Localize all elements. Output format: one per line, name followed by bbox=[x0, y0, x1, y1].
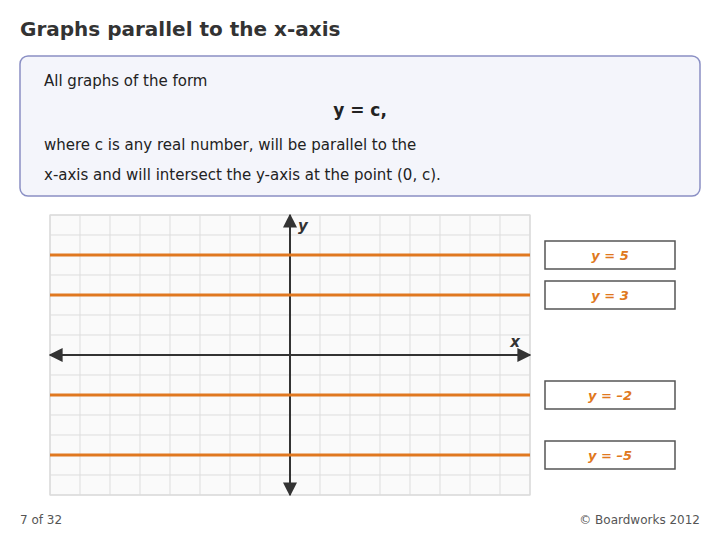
label-box bbox=[545, 441, 675, 469]
grid-line-x bbox=[290, 215, 291, 495]
chart-svg: Graphs parallel to the x-axis All graphs … bbox=[0, 0, 720, 540]
hline bbox=[50, 394, 530, 397]
lines bbox=[50, 255, 530, 455]
annotation: y = c, bbox=[333, 100, 387, 120]
grid-line-y bbox=[50, 255, 530, 256]
hline bbox=[50, 454, 530, 457]
x-axis-label: x bbox=[509, 333, 521, 351]
annotation: All graphs of the form bbox=[44, 72, 207, 90]
axes bbox=[50, 215, 530, 495]
y-axis bbox=[289, 215, 291, 495]
grid-line-y bbox=[50, 295, 530, 296]
grid bbox=[50, 215, 530, 495]
label-box bbox=[545, 281, 675, 309]
grid-line-y bbox=[50, 395, 530, 396]
text-box bbox=[20, 56, 700, 196]
line-labels: y = 5 y = 3 y = –2 y = –5 bbox=[545, 241, 675, 469]
data-label: y = 5 bbox=[591, 248, 628, 263]
footer-right: © Boardworks 2012 bbox=[579, 513, 700, 527]
footer-left: 7 of 32 bbox=[20, 513, 62, 527]
hline bbox=[50, 294, 530, 297]
data-label: y = –2 bbox=[588, 388, 632, 403]
hline bbox=[50, 254, 530, 257]
plot-area bbox=[50, 215, 530, 495]
grid-line-y bbox=[50, 455, 530, 456]
label-box bbox=[545, 241, 675, 269]
data-label: y = 3 bbox=[591, 288, 628, 303]
label-box bbox=[545, 381, 675, 409]
title: Graphs parallel to the x-axis bbox=[20, 17, 340, 41]
annotation: where c is any real number, will be para… bbox=[44, 136, 416, 154]
annotation: x-axis and will intersect the y-axis at … bbox=[44, 166, 441, 184]
y-axis-label: y bbox=[298, 217, 309, 235]
data-label: y = –5 bbox=[588, 448, 632, 463]
chart-root: Graphs parallel to the x-axis All graphs … bbox=[0, 0, 720, 540]
